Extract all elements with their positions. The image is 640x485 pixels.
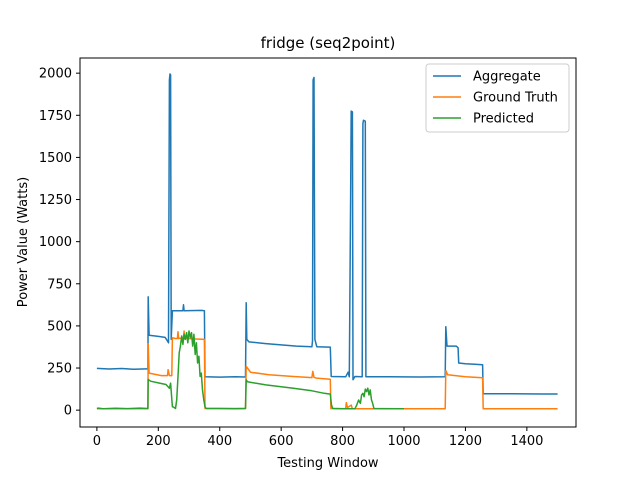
x-axis-label: Testing Window (276, 456, 378, 471)
y-tick-label: 1250 (39, 193, 72, 208)
x-tick-label: 200 (146, 434, 171, 449)
y-tick-label: 2000 (39, 67, 72, 82)
y-tick-label: 250 (47, 362, 72, 377)
y-axis-label: Power Value (Watts) (16, 177, 31, 307)
x-tick-label: 0 (93, 434, 101, 449)
y-tick-label: 1000 (39, 235, 72, 250)
x-tick-label: 600 (269, 434, 294, 449)
x-axis: 0 200 400 600 800 1000 1200 1400 (93, 427, 543, 449)
legend-label: Ground Truth (473, 91, 558, 106)
x-tick-label: 1400 (510, 434, 543, 449)
y-axis: 0 250 500 750 1000 1250 1500 1750 2000 (39, 67, 80, 419)
y-tick-label: 500 (47, 319, 72, 334)
chart-title: fridge (seq2point) (261, 34, 396, 52)
y-tick-label: 0 (64, 404, 72, 419)
legend-box (425, 63, 570, 133)
legend: Aggregate Ground Truth Predicted (425, 63, 570, 133)
series-line-predicted (96, 330, 405, 410)
x-tick-label: 400 (207, 434, 232, 449)
y-tick-label: 1500 (39, 151, 72, 166)
y-tick-label: 1750 (39, 109, 72, 124)
x-tick-label: 1000 (387, 434, 420, 449)
x-tick-label: 800 (330, 434, 355, 449)
x-tick-label: 1200 (449, 434, 482, 449)
legend-label: Aggregate (473, 70, 541, 85)
series-line-aggregate (96, 73, 558, 395)
plot-area-frame (79, 57, 577, 428)
legend-label: Predicted (473, 112, 534, 127)
y-tick-label: 750 (47, 277, 72, 292)
series-line-ground-truth (96, 330, 558, 410)
